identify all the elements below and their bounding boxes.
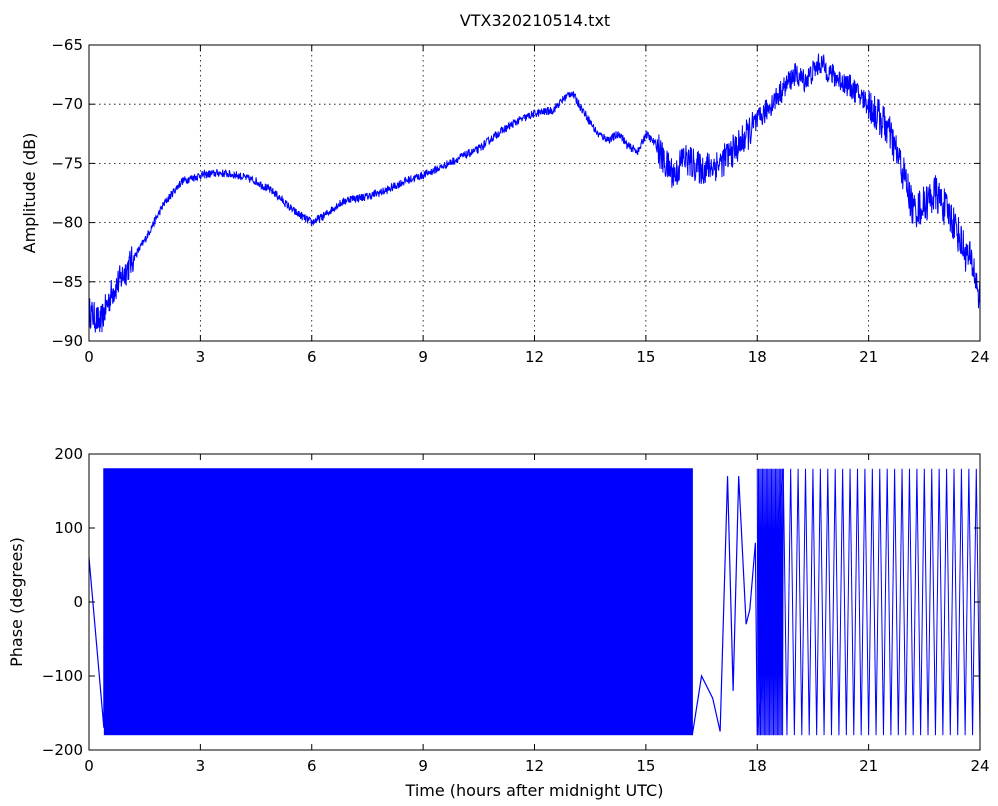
- amplitude-y-tick-label: −85: [51, 273, 83, 291]
- chart-title: VTX320210514.txt: [460, 11, 610, 30]
- amplitude-ticks: 0 3 6 9 12 15 18 21 24 −90 −85 −80 −75 −70 −65: [51, 36, 989, 366]
- phase-dense-oscillation: [756, 468, 784, 736]
- amplitude-x-tick-label: 9: [418, 348, 428, 366]
- amplitude-x-tick-label: 6: [307, 348, 317, 366]
- amplitude-y-tick-label: −90: [51, 332, 83, 350]
- phase-x-tick-label: 24: [970, 757, 989, 775]
- amplitude-x-tick-label: 24: [970, 348, 989, 366]
- phase-panel: 0 3 6 9 12 15 18 21 24 −200 −100 0 100 200 Phase (deg…: [7, 445, 990, 800]
- amplitude-y-tick-label: −65: [51, 36, 83, 54]
- phase-y-tick-label: 200: [54, 445, 83, 463]
- amplitude-x-tick-label: 12: [525, 348, 544, 366]
- phase-y-tick-label: 0: [73, 593, 83, 611]
- amplitude-y-tick-label: −75: [51, 154, 83, 172]
- phase-series: [88, 468, 981, 736]
- amplitude-y-tick-label: −80: [51, 214, 83, 232]
- phase-x-tick-label: 3: [196, 757, 206, 775]
- amplitude-x-tick-label: 3: [196, 348, 206, 366]
- amplitude-series: [88, 53, 981, 333]
- amplitude-grid: [89, 45, 980, 341]
- amplitude-y-tick-label: −70: [51, 95, 83, 113]
- phase-wrapped-oscillation: [782, 468, 981, 736]
- amplitude-y-axis-label: Amplitude (dB): [20, 133, 39, 254]
- phase-y-tick-label: −200: [42, 741, 83, 759]
- amplitude-x-tick-label: 21: [859, 348, 878, 366]
- phase-x-axis-label: Time (hours after midnight UTC): [405, 781, 664, 800]
- phase-x-tick-label: 21: [859, 757, 878, 775]
- amplitude-panel: 0 3 6 9 12 15 18 21 24 −90 −85 −80 −75 −70 −65 Amplitu…: [20, 36, 990, 366]
- phase-x-tick-label: 15: [636, 757, 655, 775]
- phase-y-tick-label: −100: [42, 667, 83, 685]
- phase-x-tick-label: 6: [307, 757, 317, 775]
- phase-x-tick-label: 12: [525, 757, 544, 775]
- phase-x-tick-label: 0: [84, 757, 94, 775]
- amplitude-x-tick-label: 15: [636, 348, 655, 366]
- phase-y-axis-label: Phase (degrees): [7, 537, 26, 667]
- phase-x-tick-label: 18: [748, 757, 767, 775]
- amplitude-x-tick-label: 0: [84, 348, 94, 366]
- phase-y-tick-label: 100: [54, 519, 83, 537]
- amplitude-axes-frame: [88, 44, 981, 342]
- amplitude-x-tick-label: 18: [748, 348, 767, 366]
- phase-dense-band: [103, 468, 693, 736]
- phase-line: [88, 468, 784, 736]
- phase-x-tick-label: 9: [418, 757, 428, 775]
- phase-ticks: 0 3 6 9 12 15 18 21 24 −200 −100 0 100 200: [42, 445, 990, 775]
- amplitude-line: [88, 53, 981, 333]
